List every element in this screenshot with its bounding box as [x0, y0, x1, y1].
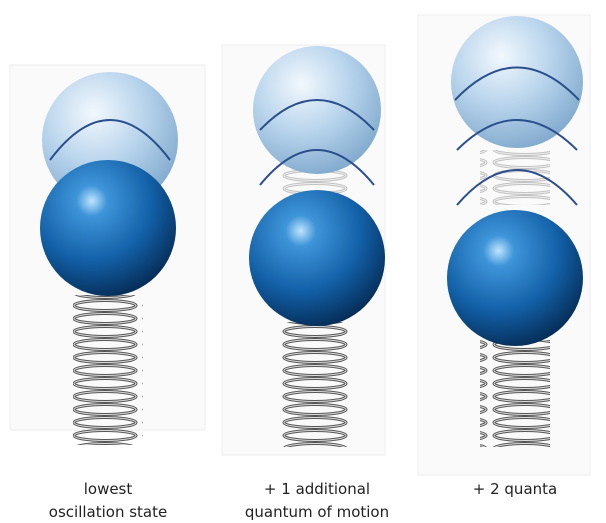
caption: + 1 additional [264, 480, 370, 498]
caption: lowest [84, 480, 133, 498]
page: lowest oscillation state + 1 additional … [0, 0, 606, 523]
caption: oscillation state [49, 503, 167, 521]
upper-ball [451, 16, 583, 148]
caption: + 2 quanta [473, 480, 557, 498]
lower-ball [249, 190, 385, 326]
spring [282, 322, 352, 447]
caption: quantum of motion [245, 503, 389, 521]
lower-ball [447, 210, 583, 346]
lower-ball [40, 160, 176, 296]
upper-ball [253, 46, 381, 174]
spring [480, 340, 550, 447]
diagram: lowest oscillation state + 1 additional … [0, 0, 606, 523]
spring [73, 295, 143, 445]
